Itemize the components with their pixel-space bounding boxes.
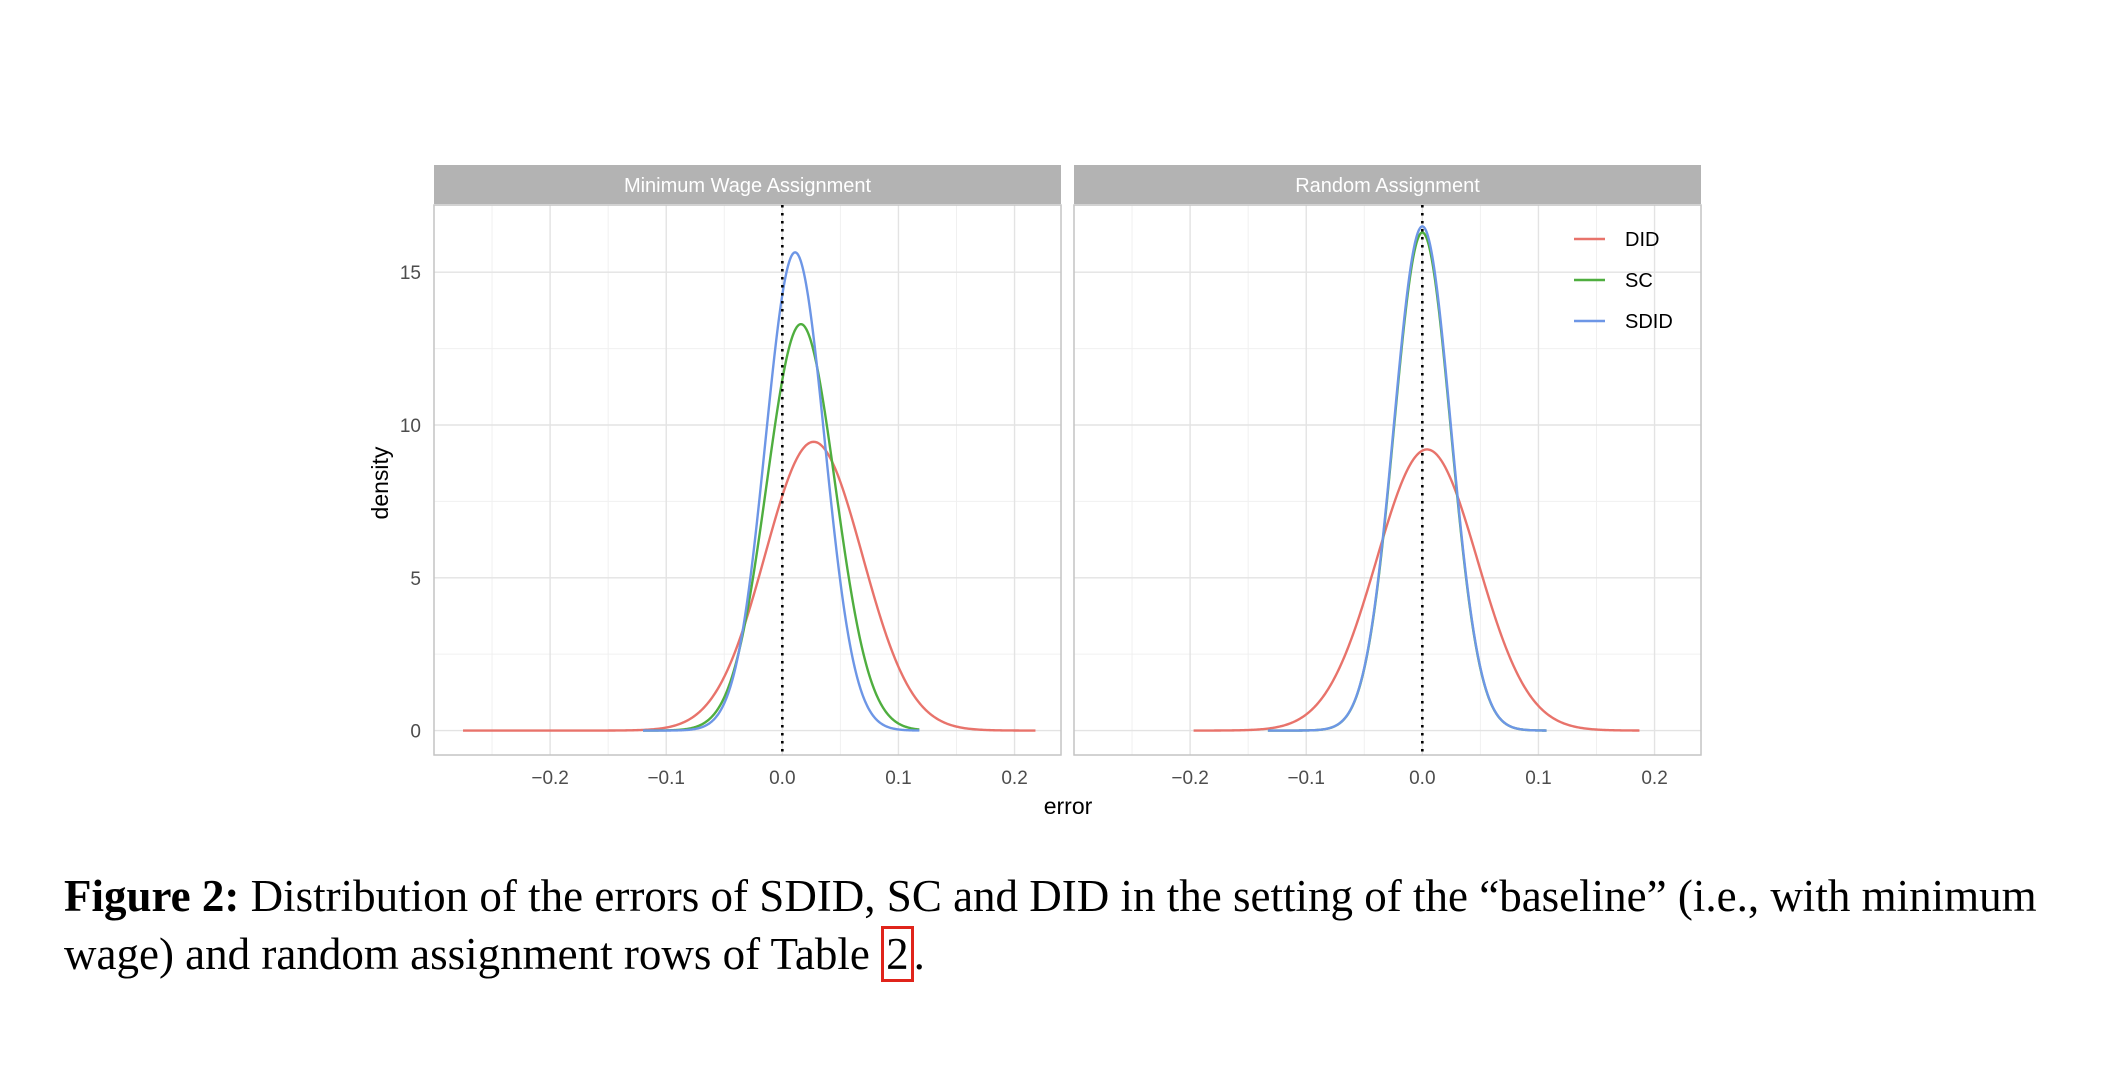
caption-text: Distribution of the errors of SDID, SC a… xyxy=(64,871,2037,979)
series-line-sc xyxy=(1267,231,1548,732)
x-tick-label: −0.2 xyxy=(1171,768,1209,789)
table-reference-link[interactable]: 2 xyxy=(881,926,914,982)
panel-1: Random Assignment −0.2 −0.1 0.0 0.1 0.2 xyxy=(1073,165,1702,789)
x-tick-label: −0.1 xyxy=(647,768,685,789)
x-tick-label: −0.1 xyxy=(1287,768,1325,789)
y-tick-label: 5 xyxy=(410,569,421,590)
legend-label: DID xyxy=(1625,229,1659,251)
series-line-sdid xyxy=(642,251,920,732)
density-figure: Minimum Wage Assignment −0.2 −0.1 0.0 0.1 0.2… xyxy=(367,165,1702,819)
legend-item-sdid: SDID xyxy=(1574,311,1673,333)
figure-caption: Figure 2: Distribution of the errors of … xyxy=(64,867,2064,983)
x-tick-label: 0.0 xyxy=(1409,768,1435,789)
legend: DID SC SDID xyxy=(1574,229,1673,333)
caption-label: Figure 2: xyxy=(64,871,240,921)
panel-0: Minimum Wage Assignment −0.2 −0.1 0.0 0.1 0.2… xyxy=(400,165,1062,789)
x-tick-label: 0.1 xyxy=(1525,768,1551,789)
caption-end: . xyxy=(913,929,925,979)
x-tick-label: 0.0 xyxy=(769,768,795,789)
x-tick-label: 0.2 xyxy=(1001,768,1027,789)
legend-label: SDID xyxy=(1625,311,1673,333)
panel-title: Random Assignment xyxy=(1295,175,1480,197)
x-tick-label: 0.2 xyxy=(1641,768,1667,789)
y-tick-label: 0 xyxy=(410,722,421,743)
x-axis-title: error xyxy=(1044,793,1093,819)
panel-strip xyxy=(434,165,1061,204)
series-line-sdid xyxy=(1267,225,1548,732)
panel-title: Minimum Wage Assignment xyxy=(624,175,872,197)
y-tick-label: 15 xyxy=(400,263,421,284)
legend-label: SC xyxy=(1625,270,1653,292)
x-tick-label: 0.1 xyxy=(885,768,911,789)
series-line-did xyxy=(463,440,1036,732)
y-tick-label: 10 xyxy=(400,416,421,437)
panel-strip xyxy=(1074,165,1701,204)
legend-item-sc: SC xyxy=(1574,270,1653,292)
legend-item-did: DID xyxy=(1574,229,1659,251)
series-line-did xyxy=(1193,448,1640,732)
y-axis-title: density xyxy=(367,446,393,519)
x-tick-label: −0.2 xyxy=(531,768,569,789)
panel-border xyxy=(1073,204,1702,756)
panel-border xyxy=(433,204,1062,756)
